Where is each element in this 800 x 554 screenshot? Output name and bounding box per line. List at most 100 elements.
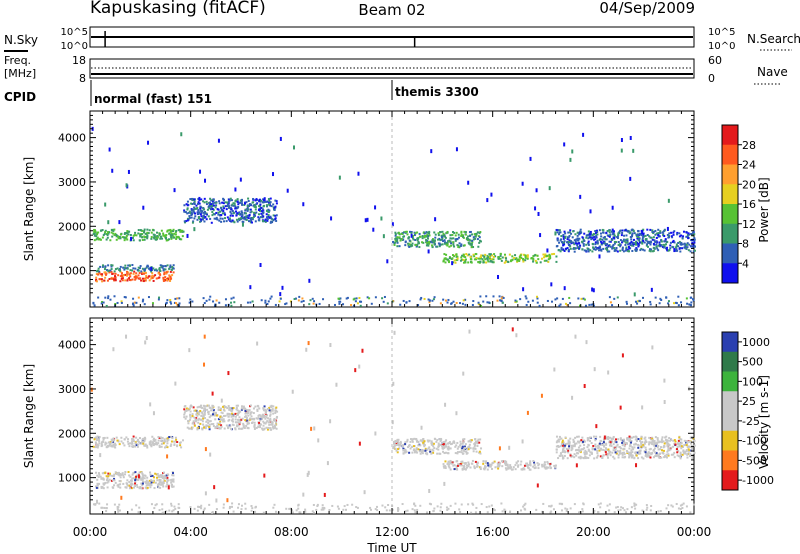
echo-cell bbox=[622, 250, 625, 253]
echo-cell bbox=[101, 300, 104, 303]
echo-cell bbox=[621, 451, 624, 456]
echo-cell bbox=[487, 260, 490, 263]
echo-cell bbox=[685, 444, 688, 447]
echo-cell bbox=[206, 418, 209, 421]
echo-cell bbox=[637, 438, 640, 441]
echo-cell bbox=[634, 451, 637, 454]
echo-cell bbox=[583, 239, 586, 242]
cpid-segment-2: themis 3300 bbox=[395, 85, 479, 99]
echo-cell bbox=[670, 453, 673, 456]
echo-cell bbox=[111, 272, 114, 275]
echo-cell bbox=[548, 253, 551, 256]
echo-cell bbox=[629, 443, 632, 446]
echo-cell bbox=[468, 439, 471, 442]
echo-cell bbox=[259, 209, 262, 212]
echo-cell bbox=[625, 234, 628, 237]
echo-cell bbox=[622, 451, 625, 454]
echo-cell bbox=[630, 456, 633, 459]
echo-cell bbox=[106, 231, 109, 234]
echo-cell bbox=[580, 240, 583, 243]
echo-cell bbox=[159, 270, 162, 273]
echo-cell bbox=[98, 435, 101, 438]
echo-cell bbox=[160, 481, 163, 484]
echo-cell bbox=[503, 253, 506, 256]
echo-cell bbox=[474, 237, 477, 240]
echo-cell bbox=[426, 453, 429, 456]
echo-cell bbox=[128, 230, 131, 233]
echo-cell bbox=[118, 443, 121, 446]
echo-cell bbox=[490, 254, 493, 257]
echo-cell bbox=[409, 447, 412, 450]
echo-cell bbox=[470, 258, 473, 261]
echo-cell bbox=[96, 446, 99, 449]
echo-cell bbox=[609, 436, 612, 439]
echo-cell bbox=[555, 435, 558, 438]
colorbar-tick-label: 25 bbox=[742, 395, 756, 408]
echo-cell bbox=[619, 447, 622, 450]
echo-cell bbox=[585, 236, 588, 239]
echo-cell bbox=[170, 234, 173, 237]
echo-cell bbox=[235, 218, 238, 221]
echo-cell bbox=[213, 414, 216, 417]
echo-cell bbox=[613, 242, 616, 245]
echo-cell bbox=[428, 234, 431, 237]
echo-cell bbox=[652, 456, 655, 459]
echo-cell bbox=[229, 219, 232, 222]
echo-cell bbox=[223, 409, 226, 412]
echo-cell bbox=[640, 247, 643, 250]
echo-cell bbox=[566, 236, 569, 239]
echo-cell bbox=[399, 303, 402, 306]
echo-cell bbox=[675, 243, 678, 246]
echo-cell bbox=[529, 462, 532, 465]
echo-cell bbox=[539, 261, 542, 264]
echo-cell bbox=[692, 230, 695, 233]
echo-cell bbox=[217, 408, 220, 411]
echo-cell bbox=[217, 211, 220, 214]
echo-cell bbox=[264, 218, 267, 221]
echo-cell bbox=[576, 231, 579, 234]
echo-cell bbox=[591, 447, 594, 450]
echo-cell bbox=[642, 248, 645, 251]
echo-cell bbox=[210, 409, 213, 412]
echo-cell bbox=[500, 502, 503, 505]
echo-cell bbox=[442, 260, 445, 263]
echo-cell bbox=[581, 436, 584, 439]
echo-cell bbox=[146, 476, 149, 479]
echo-cell bbox=[204, 417, 207, 420]
echo-cell bbox=[677, 295, 680, 298]
echo-cell bbox=[690, 301, 693, 304]
echo-cell bbox=[239, 421, 242, 424]
echo-cell bbox=[108, 444, 111, 447]
echo-cell bbox=[575, 442, 578, 445]
echo-cell bbox=[164, 476, 167, 479]
echo-cell bbox=[687, 249, 690, 252]
echo-cell bbox=[160, 439, 163, 442]
echo-cell bbox=[142, 441, 145, 444]
echo-cell bbox=[685, 441, 688, 444]
echo-cell bbox=[312, 302, 315, 305]
echo-cell bbox=[686, 242, 689, 245]
echo-cell bbox=[645, 452, 648, 455]
echo-cell bbox=[191, 213, 194, 216]
echo-cell bbox=[455, 460, 458, 463]
echo-cell bbox=[178, 442, 181, 445]
echo-cell bbox=[436, 439, 439, 442]
echo-cell bbox=[229, 407, 232, 410]
echo-cell bbox=[504, 467, 507, 470]
echo-cell bbox=[567, 231, 570, 234]
echo-cell bbox=[685, 243, 688, 246]
echo-cell bbox=[476, 441, 479, 444]
echo-cell bbox=[306, 472, 309, 477]
echo-cell bbox=[524, 256, 527, 259]
echo-cell bbox=[421, 241, 424, 244]
echo-cell bbox=[464, 233, 467, 236]
echo-cell bbox=[269, 201, 272, 204]
echo-cell bbox=[469, 234, 472, 237]
echo-cell bbox=[560, 235, 563, 238]
echo-cell bbox=[670, 446, 673, 449]
echo-cell bbox=[234, 415, 237, 418]
echo-cell bbox=[294, 297, 297, 300]
echo-cell bbox=[605, 243, 608, 246]
echo-cell bbox=[266, 408, 269, 411]
echo-cell bbox=[215, 217, 218, 220]
